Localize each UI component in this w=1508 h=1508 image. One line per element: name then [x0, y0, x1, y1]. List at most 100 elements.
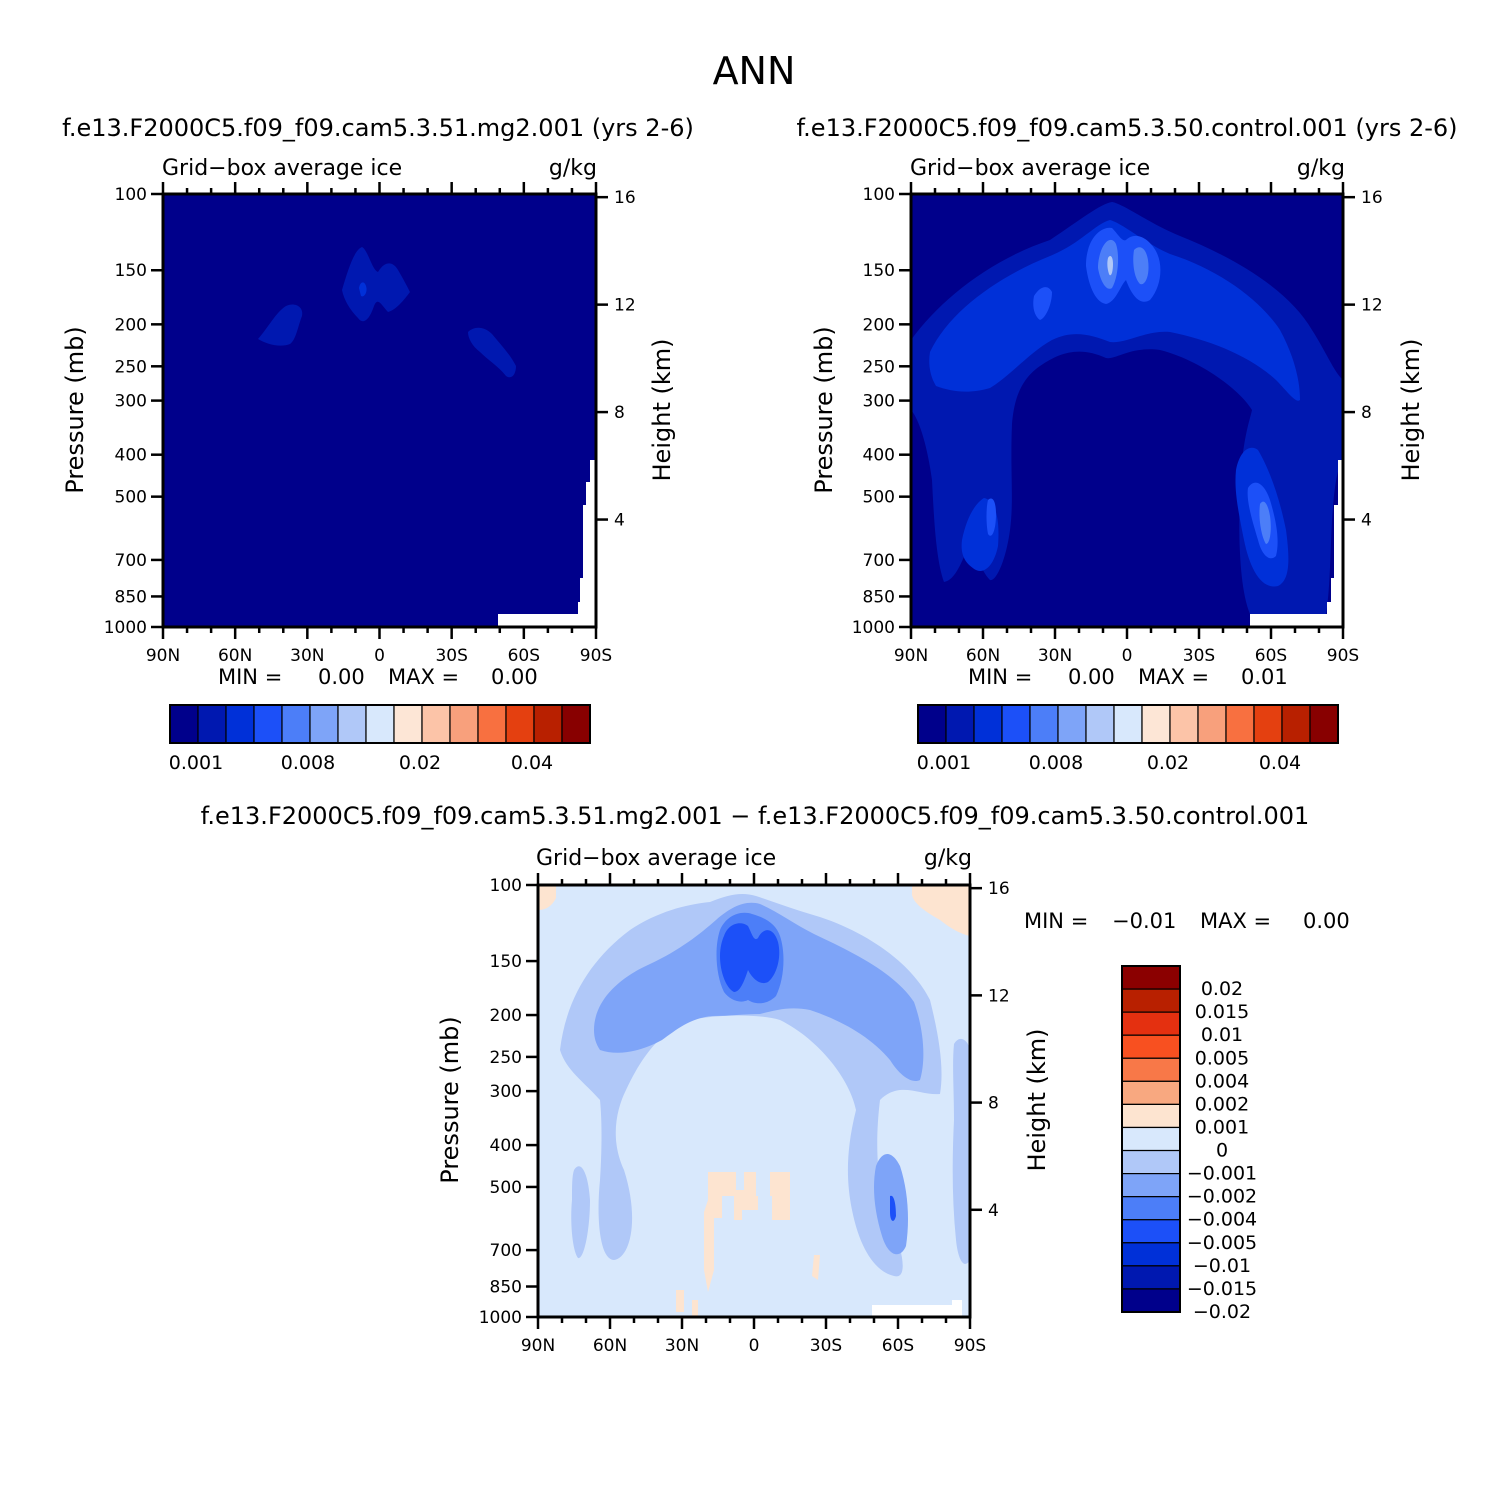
- colorbar-label: −0.004: [1187, 1209, 1257, 1231]
- panel-2-colorbar: 0.001 0.008 0.02 0.04: [917, 704, 1339, 774]
- y-tick-label: 700: [863, 551, 895, 571]
- x-tick-label: 90S: [954, 1336, 986, 1356]
- colorbar-label: 0.015: [1195, 1001, 1249, 1023]
- colorbar-swatch: [1121, 1149, 1181, 1175]
- panel-2-title: f.e13.F2000C5.f09_f09.cam5.3.50.control.…: [796, 114, 1457, 142]
- colorbar-swatch: [309, 704, 339, 744]
- colorbar-swatch: [281, 704, 311, 744]
- colorbar-swatch: [533, 704, 563, 744]
- y-tick-label: 150: [863, 261, 895, 281]
- panel-3-axes: 90N 60N 30N 0 30S 60S 90S 100 150 200 250 300 400 500…: [479, 873, 1010, 1356]
- panel-1-plot-field: [163, 194, 596, 627]
- x-tick-label: 30S: [1183, 646, 1215, 666]
- colorbar-swatch: [169, 704, 199, 744]
- colorbar-swatch: [1085, 704, 1115, 744]
- panel-3-max-value: 0.00: [1303, 909, 1350, 933]
- colorbar-label: −0.015: [1187, 1278, 1257, 1300]
- colorbar-swatch: [561, 704, 591, 744]
- x-tick-label: 90S: [580, 646, 612, 666]
- colorbar-swatch: [1121, 1034, 1181, 1059]
- colorbar-swatch: [1309, 704, 1339, 744]
- colorbar-label: 0.005: [1195, 1047, 1249, 1069]
- colorbar-swatch: [421, 704, 451, 744]
- y2-tick-label: 8: [1361, 403, 1372, 423]
- panel-1-contour-core: [359, 282, 367, 297]
- y2-tick-label: 16: [1361, 188, 1383, 208]
- panel-3-missing-data: [872, 1300, 962, 1317]
- panel-3-subtitle-right: g/kg: [924, 846, 972, 871]
- colorbar-label: 0.001: [1195, 1116, 1249, 1138]
- colorbar-label: 0.02: [399, 752, 441, 774]
- y-tick-label: 150: [115, 261, 147, 281]
- y-tick-label: 400: [115, 446, 147, 466]
- page-title: ANN: [713, 49, 796, 93]
- colorbar-label: 0.004: [1195, 1070, 1249, 1092]
- colorbar-swatch: [1225, 704, 1255, 744]
- colorbar-swatch: [1029, 704, 1059, 744]
- colorbar-label: 0.001: [169, 752, 223, 774]
- x-tick-label: 30S: [810, 1336, 842, 1356]
- y-tick-label: 100: [490, 876, 522, 896]
- y-tick-label: 500: [863, 488, 895, 508]
- x-tick-label: 60N: [966, 646, 1000, 666]
- panel-1-missing-data: [498, 460, 596, 627]
- colorbar-label: 0.02: [1147, 752, 1189, 774]
- colorbar-swatch: [393, 704, 423, 744]
- y2-tick-label: 16: [988, 879, 1010, 899]
- colorbar-swatch: [1281, 704, 1311, 744]
- panel-3-positive-region: [912, 885, 970, 936]
- colorbar-swatch: [1057, 704, 1087, 744]
- y-tick-label: 150: [490, 952, 522, 972]
- y2-tick-label: 12: [614, 296, 636, 316]
- colorbar-label: −0.001: [1187, 1163, 1257, 1185]
- panel-1-title: f.e13.F2000C5.f09_f09.cam5.3.51.mg2.001 …: [62, 114, 694, 142]
- panel-2-missing-data: [1250, 460, 1343, 627]
- colorbar-label: 0.02: [1201, 978, 1243, 1000]
- colorbar-swatch: [1001, 704, 1031, 744]
- colorbar-label: −0.01: [1193, 1255, 1251, 1277]
- x-tick-label: 30N: [1038, 646, 1072, 666]
- colorbar-swatch: [1121, 1242, 1181, 1267]
- x-tick-label: 90S: [1327, 646, 1359, 666]
- y2-tick-label: 4: [1361, 511, 1372, 531]
- colorbar-swatch: [1113, 704, 1143, 744]
- y-tick-label: 1000: [104, 618, 147, 638]
- x-tick-label: 90N: [894, 646, 928, 666]
- colorbar-label: −0.005: [1187, 1232, 1257, 1254]
- panel-1-max-label: MAX =: [388, 665, 459, 689]
- colorbar-swatch: [1169, 704, 1199, 744]
- y-tick-label: 200: [490, 1006, 522, 1026]
- colorbar-swatch: [365, 704, 395, 744]
- panel-1-ylabel: Pressure (mb): [61, 326, 89, 493]
- colorbar-swatch: [1121, 1103, 1181, 1129]
- colorbar-swatch: [1197, 704, 1227, 744]
- panel-1-max-value: 0.00: [491, 665, 538, 689]
- panel-1-subtitle-left: Grid−box average ice: [162, 156, 402, 181]
- panel-2-contour-peak: [1098, 239, 1271, 544]
- y-tick-label: 300: [115, 392, 147, 412]
- y2-tick-label: 16: [614, 188, 636, 208]
- colorbar-swatch: [449, 704, 479, 744]
- panel-2-min-label: MIN =: [968, 665, 1032, 689]
- colorbar-swatch: [1121, 1011, 1181, 1036]
- colorbar-swatch: [1121, 965, 1181, 990]
- y2-tick-label: 8: [988, 1094, 999, 1114]
- panel-3-positive-region: [538, 885, 556, 910]
- colorbar-swatch: [1121, 1219, 1181, 1244]
- panel-2-max-value: 0.01: [1241, 665, 1288, 689]
- y-tick-label: 250: [115, 357, 147, 377]
- y2-tick-label: 12: [1361, 296, 1383, 316]
- colorbar-swatch: [1121, 1126, 1181, 1152]
- colorbar-label: 0.002: [1195, 1093, 1249, 1115]
- panel-2-axes: 90N 60N 30N 0 30S 60S 90S 100 150 200 250 300 400 500…: [852, 182, 1383, 666]
- panel-3-subtitle-left: Grid−box average ice: [536, 846, 776, 871]
- panel-3-min-label: MIN =: [1024, 909, 1088, 933]
- colorbar-swatch: [337, 704, 367, 744]
- x-tick-label: 90N: [521, 1336, 555, 1356]
- y-tick-label: 300: [863, 392, 895, 412]
- colorbar-swatch: [505, 704, 535, 744]
- y2-tick-label: 4: [988, 1201, 999, 1221]
- colorbar-swatch: [477, 704, 507, 744]
- x-tick-label: 0: [749, 1336, 760, 1356]
- panel-3-positive-region: [704, 1172, 790, 1292]
